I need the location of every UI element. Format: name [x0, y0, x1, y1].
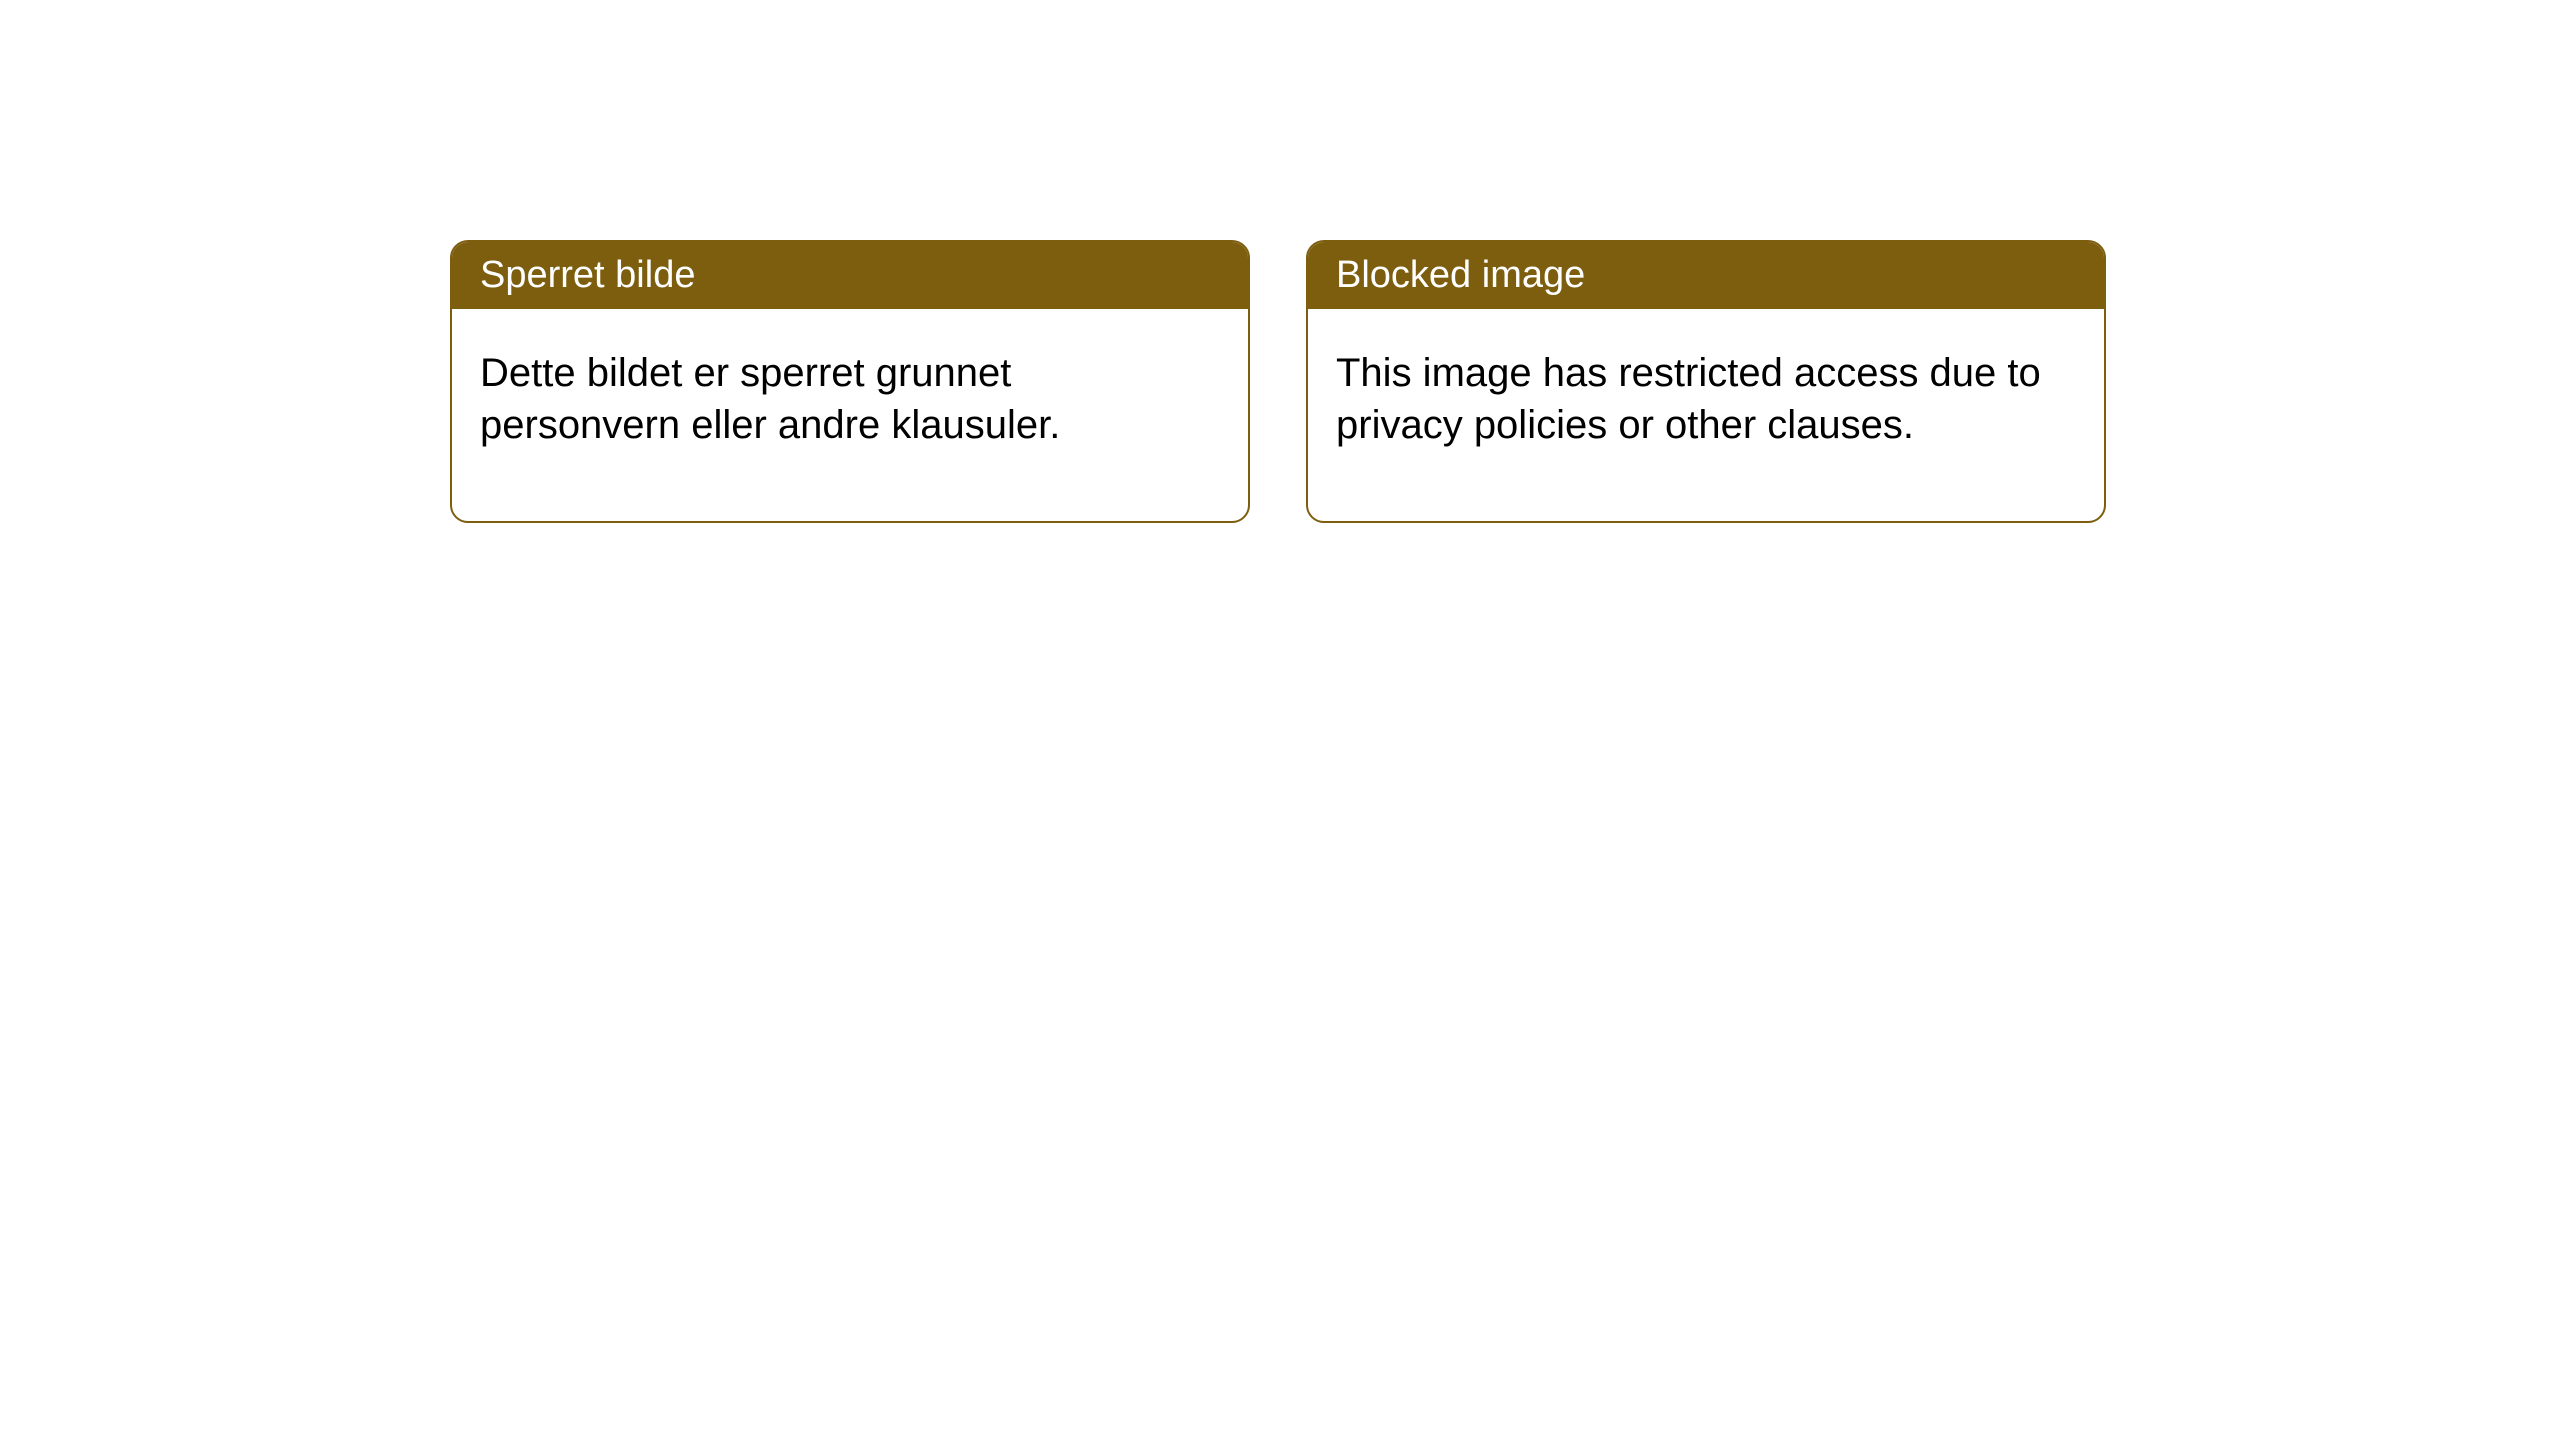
notice-container: Sperret bilde Dette bildet er sperret gr…: [450, 240, 2106, 523]
notice-box-norwegian: Sperret bilde Dette bildet er sperret gr…: [450, 240, 1250, 523]
notice-body-norwegian: Dette bildet er sperret grunnet personve…: [452, 309, 1248, 521]
notice-body-english: This image has restricted access due to …: [1308, 309, 2104, 521]
notice-title-norwegian: Sperret bilde: [452, 242, 1248, 309]
notice-box-english: Blocked image This image has restricted …: [1306, 240, 2106, 523]
notice-title-english: Blocked image: [1308, 242, 2104, 309]
